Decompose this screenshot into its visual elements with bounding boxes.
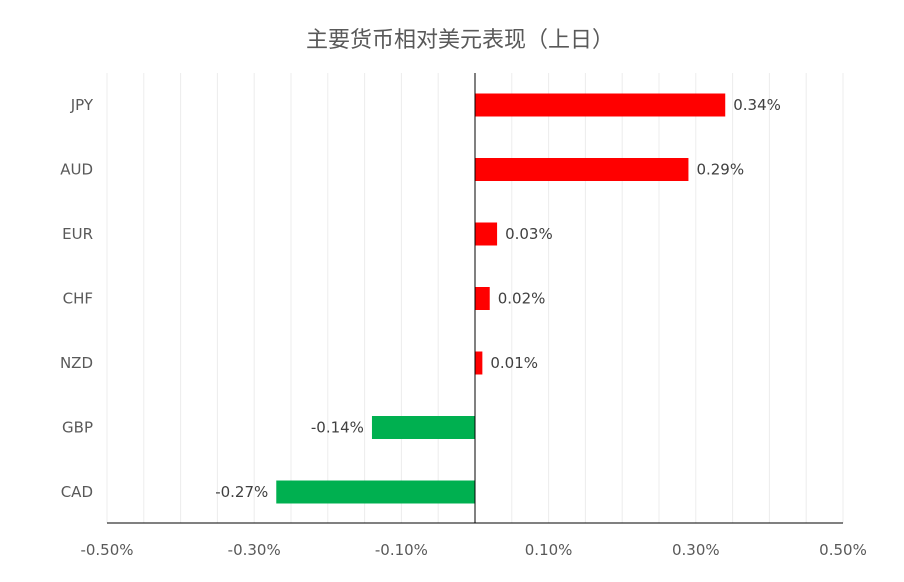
- data-label-cad: -0.27%: [215, 483, 268, 501]
- x-tick-label: -0.10%: [375, 541, 428, 559]
- chart-title: 主要货币相对美元表现（上日）: [306, 28, 614, 53]
- bar-nzd: [475, 351, 483, 375]
- data-label-jpy: 0.34%: [733, 96, 781, 114]
- bar-chf: [475, 287, 490, 310]
- category-label-jpy: JPY: [70, 96, 94, 114]
- bar-aud: [475, 158, 689, 181]
- category-label-nzd: NZD: [60, 354, 93, 372]
- bar-jpy: [475, 93, 726, 117]
- data-label-nzd: 0.01%: [490, 354, 538, 372]
- bar-gbp: [371, 416, 475, 439]
- bars: [276, 93, 726, 504]
- x-tick-labels: -0.50% -0.30% -0.10% 0.10% 0.30% 0.50%: [80, 541, 866, 559]
- category-label-chf: CHF: [63, 290, 93, 308]
- data-label-eur: 0.03%: [505, 225, 553, 243]
- bar-cad: [276, 480, 475, 504]
- category-label-eur: EUR: [62, 225, 93, 243]
- category-labels: JPY AUD EUR CHF NZD GBP CAD: [60, 96, 94, 501]
- data-label-aud: 0.29%: [696, 161, 744, 179]
- category-label-gbp: GBP: [62, 419, 93, 437]
- category-label-aud: AUD: [60, 161, 93, 179]
- x-tick-label: 0.30%: [672, 541, 720, 559]
- bar-eur: [475, 222, 498, 246]
- data-label-chf: 0.02%: [498, 290, 546, 308]
- x-tick-label: 0.10%: [525, 541, 573, 559]
- x-tick-label: 0.50%: [819, 541, 867, 559]
- x-tick-label: -0.30%: [228, 541, 281, 559]
- x-tick-label: -0.50%: [80, 541, 133, 559]
- data-labels: 0.34% 0.29% 0.03% 0.02% 0.01% -0.14% -0.27%: [215, 96, 781, 501]
- data-label-gbp: -0.14%: [311, 419, 364, 437]
- category-label-cad: CAD: [61, 483, 93, 501]
